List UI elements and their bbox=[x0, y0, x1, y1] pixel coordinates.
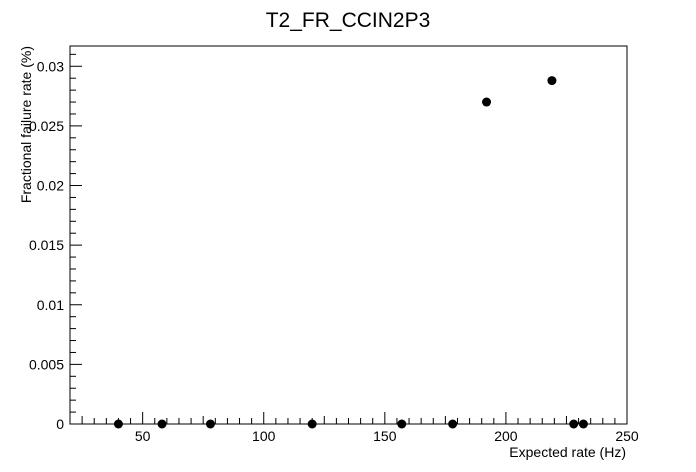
x-tick-label: 150 bbox=[373, 428, 397, 444]
x-tick-label: 250 bbox=[615, 428, 639, 444]
data-point bbox=[578, 419, 588, 429]
x-tick-label: 200 bbox=[494, 428, 518, 444]
y-tick-label: 0.025 bbox=[29, 118, 64, 134]
data-point bbox=[113, 419, 123, 429]
data-point bbox=[547, 76, 557, 86]
data-point bbox=[569, 419, 579, 429]
y-tick-label: 0.005 bbox=[29, 356, 64, 372]
x-axis-title: Expected rate (Hz) bbox=[509, 444, 626, 460]
x-axis: 50 100 150 200 250 bbox=[81, 412, 639, 444]
x-tick-label: 100 bbox=[252, 428, 276, 444]
x-tick-label: 50 bbox=[135, 428, 151, 444]
data-point bbox=[448, 419, 458, 429]
chart-title: T2_FR_CCIN2P3 bbox=[266, 9, 431, 32]
data-point bbox=[397, 419, 407, 429]
data-point bbox=[205, 419, 215, 429]
y-tick-label: 0.015 bbox=[29, 237, 64, 253]
y-axis-title: Fractional failure rate (%) bbox=[18, 46, 34, 203]
data-point bbox=[482, 97, 492, 107]
data-point bbox=[157, 419, 167, 429]
y-tick-label: 0.03 bbox=[37, 58, 64, 74]
data-points bbox=[113, 76, 588, 429]
y-axis: 0 0.005 0.01 0.015 0.02 0.025 0.03 bbox=[29, 53, 82, 432]
y-tick-label: 0 bbox=[56, 416, 64, 432]
y-tick-label: 0.02 bbox=[37, 178, 64, 194]
data-point bbox=[307, 419, 317, 429]
y-tick-label: 0.01 bbox=[37, 297, 64, 313]
